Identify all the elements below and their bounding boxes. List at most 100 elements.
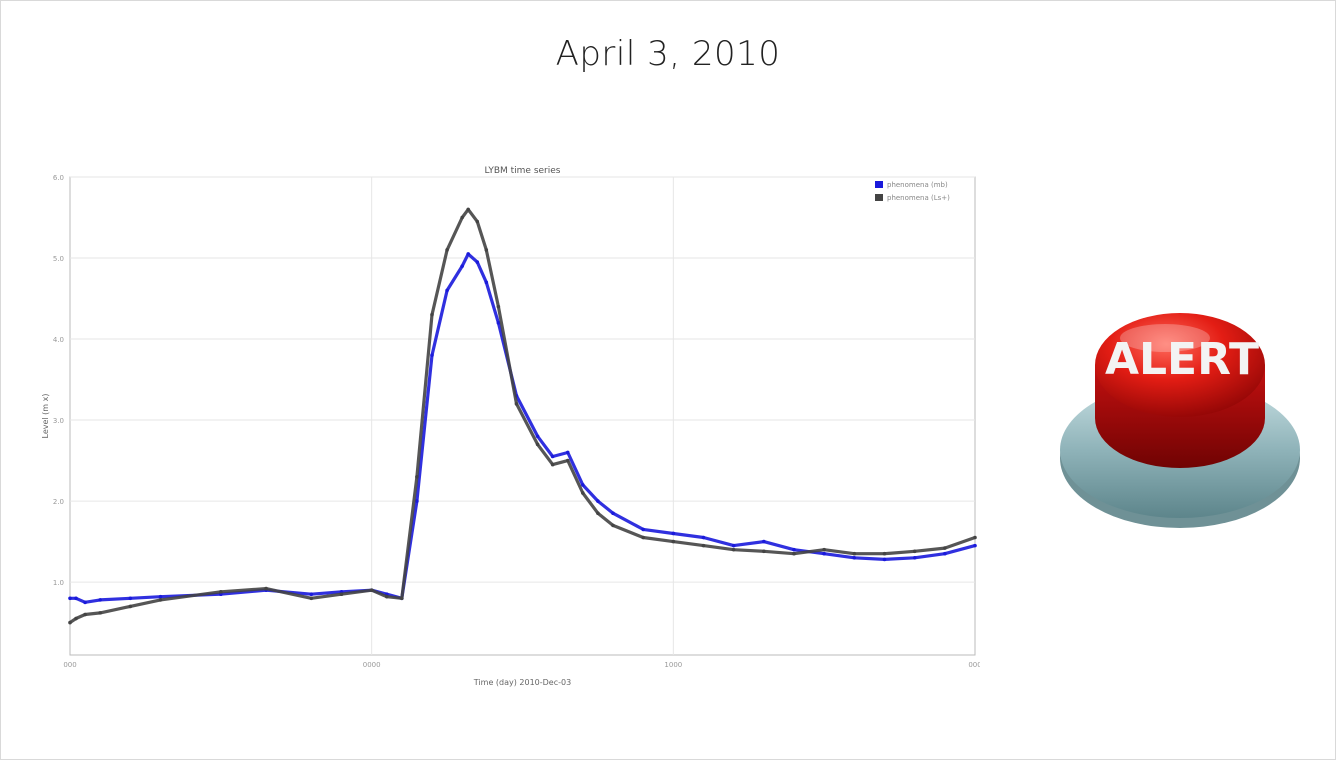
x-tick-label: 0000 (363, 661, 381, 669)
y-tick-label: 3.0 (53, 417, 64, 425)
data-point (535, 434, 540, 439)
x-axis-label: Time (day) 2010-Dec-03 (473, 678, 571, 687)
alert-cap-highlight (1120, 324, 1210, 352)
data-point (671, 539, 676, 544)
legend-swatch (875, 181, 883, 188)
data-point (158, 598, 163, 602)
x-tick-label: 1000 (664, 661, 682, 669)
data-point (641, 527, 645, 532)
series-line (69, 207, 976, 624)
data-point (565, 458, 570, 463)
data-point (219, 590, 223, 594)
data-point (671, 531, 676, 536)
data-point (943, 551, 947, 556)
data-point (882, 557, 887, 562)
data-point (581, 483, 585, 487)
data-point (68, 620, 72, 625)
data-point (852, 555, 857, 560)
data-point (912, 555, 917, 560)
data-point (339, 592, 344, 597)
data-point (973, 535, 977, 540)
data-point (596, 499, 600, 503)
data-point (496, 304, 501, 309)
data-point (701, 535, 706, 540)
alert-button[interactable]: ALERT (1055, 300, 1305, 535)
data-point (98, 598, 102, 602)
data-point (912, 549, 917, 554)
data-point (484, 280, 489, 285)
data-point (466, 207, 471, 212)
data-point (822, 547, 826, 552)
series-line (70, 252, 976, 604)
x-tick-label: 000 (968, 661, 980, 669)
data-point (943, 546, 947, 550)
data-point (475, 260, 480, 264)
data-point (445, 288, 449, 293)
data-point (158, 594, 163, 599)
data-point (701, 543, 706, 548)
data-point (445, 248, 449, 252)
data-point (430, 312, 434, 317)
data-point (74, 616, 78, 621)
chart-title: LYBM time series (485, 166, 561, 176)
data-point (792, 551, 796, 556)
data-point (309, 592, 314, 597)
data-point (596, 511, 600, 516)
data-point (98, 611, 102, 615)
data-point (484, 248, 489, 252)
data-point (83, 600, 87, 605)
y-tick-label: 5.0 (53, 255, 64, 263)
alert-button-graphic: ALERT (1060, 313, 1300, 528)
data-point (822, 551, 826, 556)
data-point (264, 586, 268, 591)
data-point (731, 547, 736, 552)
data-point (460, 264, 464, 268)
data-point (882, 551, 887, 556)
data-point (565, 450, 570, 455)
data-point (384, 594, 389, 599)
data-point (475, 219, 480, 224)
data-point (611, 511, 615, 516)
data-point (83, 612, 87, 617)
y-tick-label: 2.0 (53, 498, 64, 506)
data-point (400, 596, 404, 601)
data-point (535, 442, 540, 447)
data-point (309, 596, 314, 601)
data-point (762, 549, 766, 554)
data-point (514, 402, 519, 406)
y-axis-label: Level (m x) (41, 394, 50, 439)
data-point (792, 547, 796, 552)
slide-title: April 3, 2010 (555, 34, 781, 74)
data-point (466, 252, 471, 256)
alert-cap-top (1095, 313, 1265, 417)
data-point (128, 596, 133, 601)
data-point (369, 588, 374, 592)
data-point (460, 215, 464, 220)
y-tick-label: 6.0 (53, 174, 64, 182)
data-point (852, 551, 857, 556)
alert-label: ALERT (1105, 334, 1259, 385)
legend-label: phenomena (Ls+) (887, 194, 950, 202)
data-point (973, 543, 977, 548)
data-point (731, 543, 736, 548)
data-point (641, 535, 645, 540)
x-tick-label: 000 (63, 661, 76, 669)
data-point (550, 454, 555, 459)
data-point (68, 596, 72, 601)
data-point (74, 596, 78, 601)
data-point (581, 491, 585, 495)
legend-swatch (875, 194, 883, 201)
data-point (496, 321, 501, 325)
data-point (611, 523, 615, 528)
data-point (415, 474, 419, 479)
data-point (415, 499, 419, 503)
data-point (128, 604, 133, 609)
legend-label: phenomena (mb) (887, 181, 948, 189)
y-tick-label: 4.0 (53, 336, 64, 344)
data-point (430, 353, 434, 358)
data-point (550, 462, 555, 467)
y-tick-label: 1.0 (53, 579, 64, 587)
data-point (762, 539, 766, 544)
